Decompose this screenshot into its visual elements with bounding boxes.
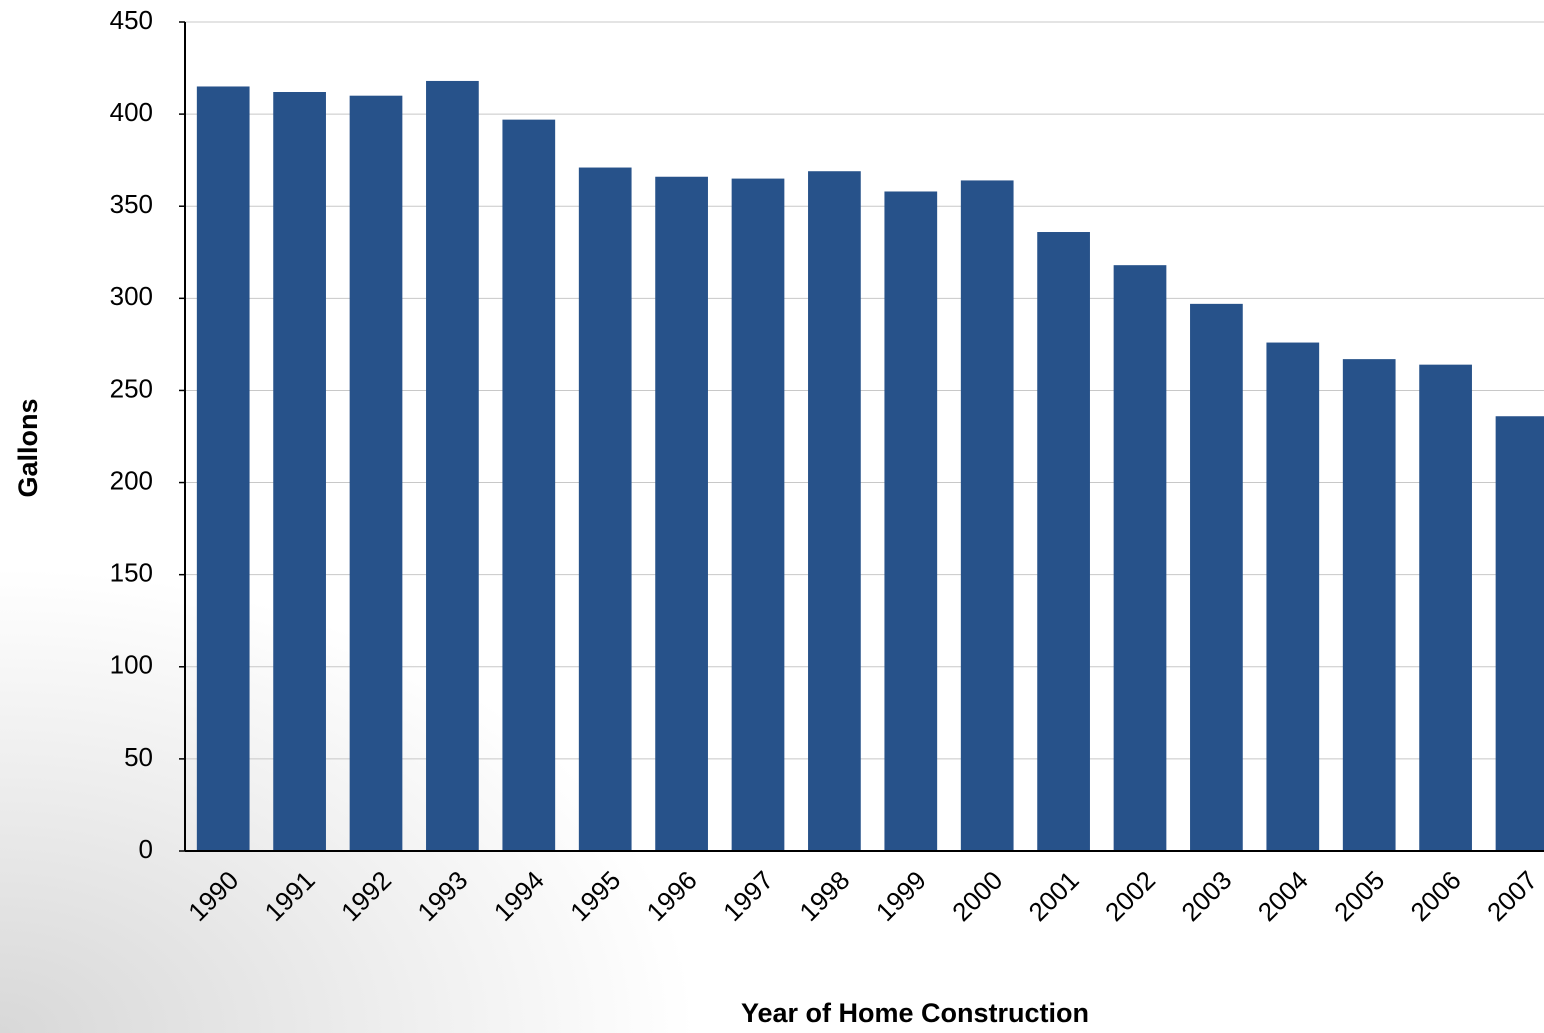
bar <box>1495 416 1544 851</box>
y-tick-label: 350 <box>110 189 153 219</box>
y-tick-label: 200 <box>110 465 153 495</box>
y-tick-label: 150 <box>110 558 153 588</box>
y-tick-label: 250 <box>110 373 153 403</box>
bar <box>1037 232 1090 852</box>
y-tick-label: 50 <box>124 742 153 772</box>
bar <box>349 95 403 851</box>
bar <box>578 167 632 852</box>
bar <box>808 171 861 852</box>
bar <box>884 191 938 852</box>
bar <box>273 92 326 851</box>
y-axis-title: Gallons <box>13 398 43 497</box>
bar <box>1266 342 1320 851</box>
y-tick-label: 300 <box>110 281 153 311</box>
bar <box>731 178 785 852</box>
bar <box>426 80 479 851</box>
bar <box>1190 303 1243 851</box>
y-tick-label: 0 <box>139 834 153 864</box>
bar <box>1419 364 1472 851</box>
bar <box>196 86 250 851</box>
bar <box>502 119 556 852</box>
bar <box>1342 359 1396 851</box>
bar <box>655 176 708 851</box>
y-tick-label: 400 <box>110 97 153 127</box>
bar <box>1113 265 1167 851</box>
y-tick-label: 450 <box>110 5 153 35</box>
bar <box>960 180 1014 852</box>
y-tick-label: 100 <box>110 650 153 680</box>
x-axis-title: Year of Home Construction <box>741 998 1089 1028</box>
